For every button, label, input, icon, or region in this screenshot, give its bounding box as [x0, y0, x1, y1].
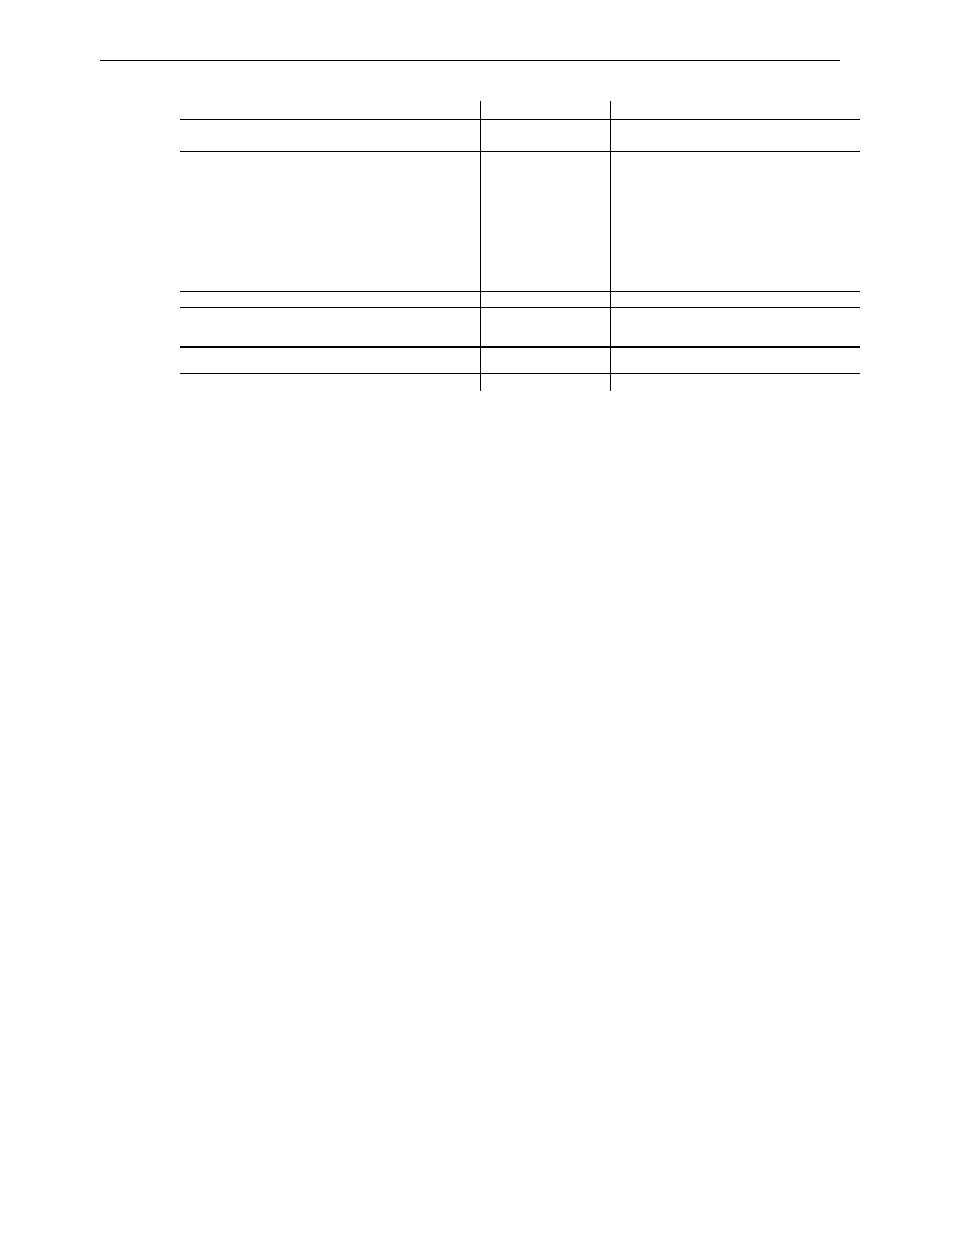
- table-cell: [180, 119, 480, 151]
- table-cell: [590, 307, 610, 347]
- table-body: [180, 101, 860, 391]
- table-row: [180, 291, 860, 307]
- table-cell: [180, 347, 480, 373]
- table-container: [180, 101, 860, 391]
- table-row: [180, 119, 860, 151]
- table-cell: [180, 151, 480, 291]
- table-row: [180, 101, 860, 119]
- table-cell: [610, 119, 860, 151]
- table-cell: [610, 151, 860, 291]
- table-row: [180, 307, 860, 347]
- table-cell: [590, 101, 610, 119]
- page-content: [100, 60, 840, 391]
- page-top-rule: [100, 60, 840, 61]
- table-cell: [590, 119, 610, 151]
- table-row: [180, 151, 860, 291]
- table-cell: [610, 291, 860, 307]
- table-cell: [180, 291, 480, 307]
- table-cell: [480, 347, 590, 373]
- table-cell: [610, 347, 860, 373]
- table-row: [180, 373, 860, 391]
- table-cell: [590, 151, 610, 291]
- table-cell: [590, 373, 610, 391]
- table-cell: [180, 307, 480, 347]
- layout-table: [180, 101, 860, 391]
- table-cell: [480, 307, 590, 347]
- table-cell: [480, 373, 590, 391]
- table-cell: [480, 119, 590, 151]
- table-cell: [480, 151, 590, 291]
- table-cell: [590, 291, 610, 307]
- table-cell: [480, 101, 590, 119]
- table-cell: [180, 101, 480, 119]
- table-cell: [610, 307, 860, 347]
- table-cell: [180, 373, 480, 391]
- table-cell: [480, 291, 590, 307]
- table-row: [180, 347, 860, 373]
- table-cell: [610, 373, 860, 391]
- table-cell: [610, 101, 860, 119]
- table-cell: [590, 347, 610, 373]
